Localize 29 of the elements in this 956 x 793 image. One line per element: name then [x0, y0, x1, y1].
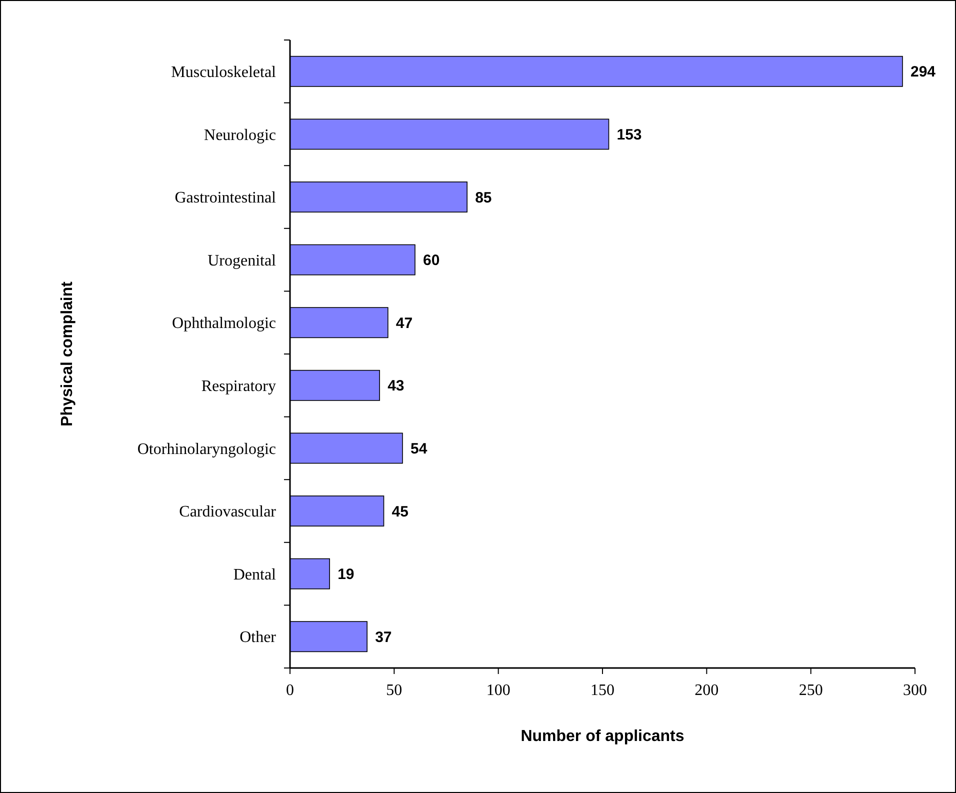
data-label: 37 — [375, 628, 392, 646]
data-label: 85 — [475, 189, 492, 206]
data-label: 45 — [392, 503, 408, 520]
y-axis-title: Physical complaint — [59, 280, 76, 426]
x-tick-label: 0 — [286, 682, 294, 699]
y-tick-label: Other — [240, 629, 277, 646]
data-label: 153 — [616, 126, 642, 144]
y-tick-label: Respiratory — [201, 378, 276, 395]
x-tick-label: 200 — [694, 682, 719, 699]
y-tick-label: Gastrointestinal — [174, 190, 277, 207]
y-tick-label: Dental — [233, 566, 277, 584]
x-axis-title: Number of applicants — [520, 728, 684, 745]
data-label: 294 — [910, 64, 936, 81]
data-label: 60 — [423, 252, 440, 270]
data-label: 47 — [396, 314, 413, 332]
data-label: 19 — [338, 566, 354, 584]
x-tick-label: 250 — [798, 682, 823, 699]
y-tick-label: Urogenital — [208, 252, 277, 270]
x-tick-label: 100 — [486, 682, 510, 699]
data-label: 54 — [410, 440, 428, 458]
x-tick-label: 150 — [590, 682, 614, 699]
y-tick-label: Otorhinolaryngologic — [137, 440, 276, 458]
y-tick-label: Neurologic — [204, 126, 276, 144]
data-label: 43 — [388, 378, 404, 395]
x-tick-label: 300 — [903, 682, 927, 699]
x-tick-label: 50 — [386, 682, 402, 699]
y-tick-label: Ophthalmologic — [172, 315, 276, 332]
y-tick-label: Musculoskeletal — [171, 64, 277, 81]
y-tick-label: Cardiovascular — [179, 504, 277, 521]
